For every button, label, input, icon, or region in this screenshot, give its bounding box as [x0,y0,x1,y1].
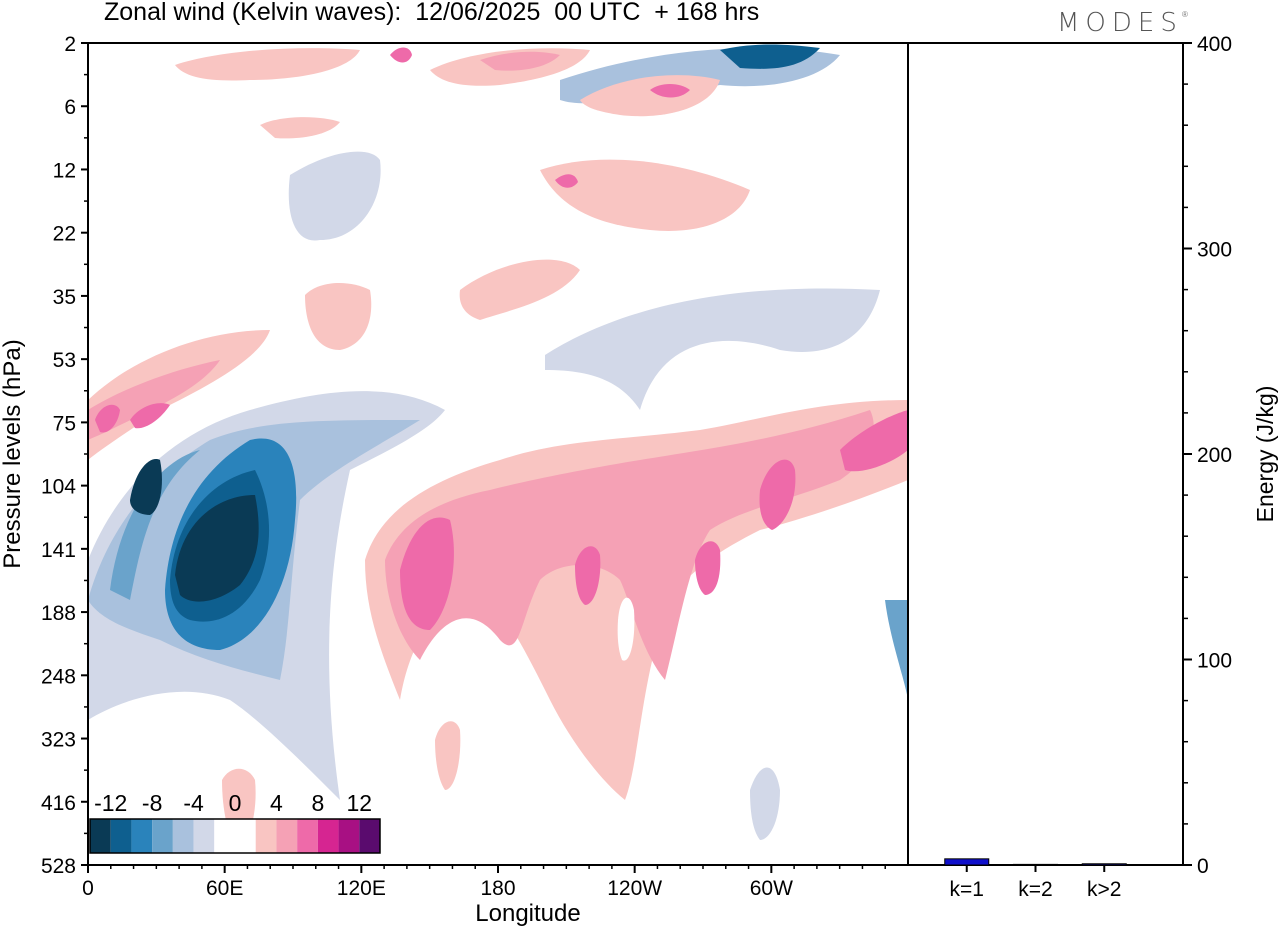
energy-frame [907,42,1184,866]
energy-bar [1081,863,1127,866]
energy-y-tick-label: 400 [1197,33,1232,56]
x-tick-label: 180 [480,877,515,900]
y-tick-label: 248 [41,665,76,688]
y-tick-label: 53 [53,349,76,372]
energy-y-axis-label: Energy (J/kg) [1252,386,1278,523]
y-tick-label: 35 [53,286,76,309]
energy-x-tick-label: k=1 [950,878,984,901]
y-tick-label: 188 [41,602,76,625]
x-tick-label: 60W [750,877,793,900]
positive-anomalies [88,47,908,850]
energy-y-tick-label: 300 [1197,239,1232,262]
colorbar-swatch [110,819,132,853]
y-tick-label: 75 [53,412,76,435]
y-tick-label: 6 [64,96,76,119]
colorbar-swatch [359,819,380,853]
colorbar-legend: -12 -8 -4 0 4 8 12 [89,790,381,854]
y-axis-label: Pressure levels (hPa) [0,339,26,568]
y-tick-label: 416 [41,792,76,815]
x-axis-label: Longitude [475,900,580,927]
brand-logo: MODES [1057,8,1183,38]
y-tick-label: 104 [41,476,76,499]
colorbar-swatch [276,819,298,853]
y-tick-label: 22 [53,223,76,246]
colorbar-label: 0 [229,790,242,816]
x-tick-label: 0 [82,877,94,900]
colorbar-swatch [297,819,318,853]
colorbar-swatch [90,819,111,853]
y-tick-label: 528 [41,855,76,878]
brand-registered-mark: ® [1182,10,1188,19]
colorbar-label: -12 [94,790,127,816]
colorbar-swatch [193,819,215,853]
energy-bar [944,858,990,866]
colorbar-swatch [317,819,339,853]
colorbar-label: 4 [270,790,283,816]
colorbar-swatch [214,819,235,853]
colorbar-label: -4 [183,790,204,816]
y-tick-label: 2 [64,33,76,56]
energy-y-tick-label: 100 [1197,650,1232,673]
colorbar-swatch [172,819,194,853]
chart-title: Zonal wind (Kelvin waves): 12/06/2025 00… [104,0,760,26]
colorbar-label: -8 [142,790,162,816]
energy-x-tick-label: k>2 [1087,878,1121,901]
colorbar-swatch [235,819,256,853]
y-tick-label: 141 [41,539,76,562]
energy-y-tick-label: 200 [1197,444,1232,467]
colorbar-swatch [152,819,173,853]
x-tick-label: 120W [607,877,662,900]
energy-bar-chart: 0 100 200 300 400 Energy (J/kg) k=1 k=2 k>2 [907,33,1278,901]
colorbar-frame [89,818,381,854]
y-tick-label: 323 [41,729,76,752]
colorbar-label: 12 [346,790,372,816]
energy-y-tick-label: 0 [1197,855,1209,878]
x-tick-label: 60E [206,877,243,900]
colorbar-label: 8 [311,790,324,816]
colorbar-swatch [338,819,360,853]
colorbar-swatch [255,819,277,853]
x-tick-label: 120E [337,877,386,900]
colorbar-swatch [131,819,153,853]
energy-x-tick-label: k=2 [1018,878,1052,901]
y-tick-label: 12 [53,159,76,182]
heatmap-field [88,44,908,850]
